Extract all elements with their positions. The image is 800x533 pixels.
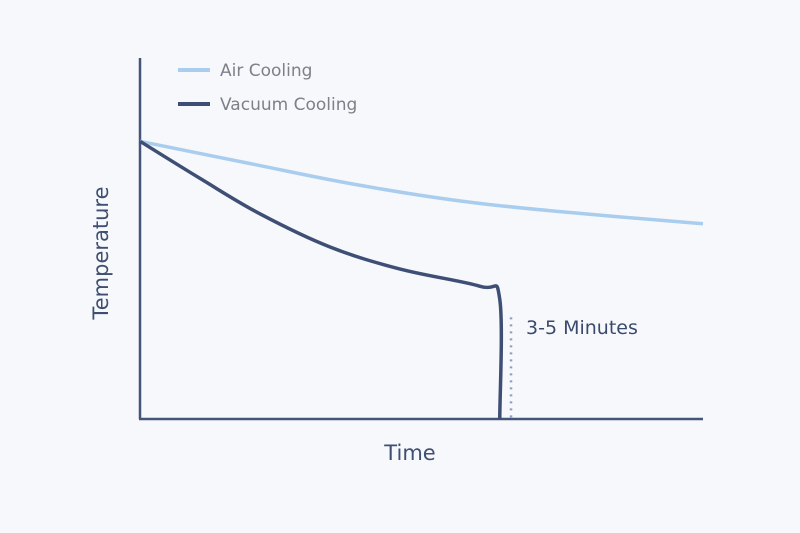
legend-label-air-cooling: Air Cooling bbox=[220, 61, 312, 81]
series-line-vacuum-cooling bbox=[139, 139, 504, 420]
series-line-air-cooling bbox=[139, 139, 704, 226]
legend: Air Cooling Vacuum Cooling bbox=[178, 61, 357, 115]
y-axis-label: Temperature bbox=[89, 186, 113, 320]
x-axis-label: Time bbox=[383, 441, 435, 465]
legend-label-vacuum-cooling: Vacuum Cooling bbox=[220, 95, 357, 115]
annotation-label: 3-5 Minutes bbox=[526, 317, 638, 339]
